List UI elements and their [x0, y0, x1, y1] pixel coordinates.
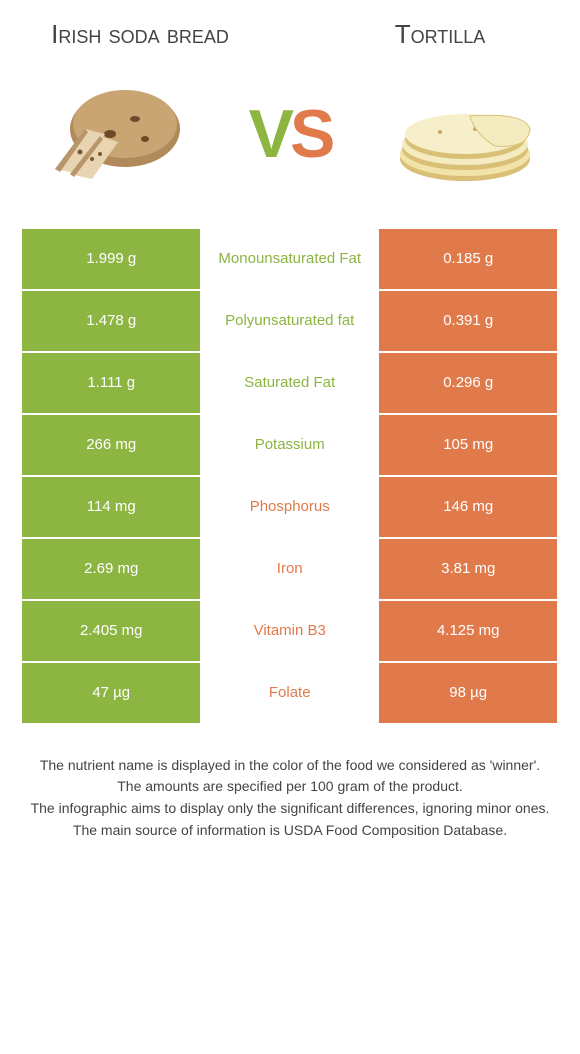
nutrient-label: Potassium [200, 415, 378, 475]
footer-line: The main source of information is USDA F… [26, 820, 554, 842]
left-value: 114 mg [22, 477, 200, 537]
table-row: 2.69 mgIron3.81 mg [22, 539, 558, 599]
right-value: 3.81 mg [379, 539, 557, 599]
right-food-image [380, 69, 550, 199]
left-value: 266 mg [22, 415, 200, 475]
right-value: 146 mg [379, 477, 557, 537]
right-value: 98 µg [379, 663, 557, 723]
right-value: 105 mg [379, 415, 557, 475]
vs-s: S [290, 100, 331, 168]
nutrient-label: Vitamin B3 [200, 601, 378, 661]
right-value: 0.391 g [379, 291, 557, 351]
right-value: 0.185 g [379, 229, 557, 289]
header: Irish soda bread Tortilla [0, 0, 580, 59]
vs-v: V [249, 100, 290, 168]
nutrient-label: Saturated Fat [200, 353, 378, 413]
left-value: 1.111 g [22, 353, 200, 413]
table-row: 1.999 gMonounsaturated Fat0.185 g [22, 229, 558, 289]
footer-line: The nutrient name is displayed in the co… [26, 755, 554, 777]
vs-label: V S [249, 100, 332, 168]
images-row: V S [0, 59, 580, 219]
left-value: 2.405 mg [22, 601, 200, 661]
table-row: 1.478 gPolyunsaturated fat0.391 g [22, 291, 558, 351]
table-row: 2.405 mgVitamin B34.125 mg [22, 601, 558, 661]
nutrient-label: Monounsaturated Fat [200, 229, 378, 289]
right-food-title: Tortilla [340, 20, 540, 49]
table-row: 1.111 gSaturated Fat0.296 g [22, 353, 558, 413]
footer-line: The infographic aims to display only the… [26, 798, 554, 820]
left-value: 1.478 g [22, 291, 200, 351]
footer-notes: The nutrient name is displayed in the co… [0, 725, 580, 842]
left-value: 1.999 g [22, 229, 200, 289]
nutrient-table: 1.999 gMonounsaturated Fat0.185 g1.478 g… [22, 229, 558, 723]
table-row: 47 µgFolate98 µg [22, 663, 558, 723]
table-row: 114 mgPhosphorus146 mg [22, 477, 558, 537]
left-value: 2.69 mg [22, 539, 200, 599]
nutrient-label: Folate [200, 663, 378, 723]
nutrient-label: Iron [200, 539, 378, 599]
nutrient-label: Polyunsaturated fat [200, 291, 378, 351]
left-food-title: Irish soda bread [40, 20, 240, 49]
left-food-image [30, 69, 200, 199]
footer-line: The amounts are specified per 100 gram o… [26, 776, 554, 798]
right-value: 0.296 g [379, 353, 557, 413]
nutrient-label: Phosphorus [200, 477, 378, 537]
table-row: 266 mgPotassium105 mg [22, 415, 558, 475]
left-value: 47 µg [22, 663, 200, 723]
right-value: 4.125 mg [379, 601, 557, 661]
